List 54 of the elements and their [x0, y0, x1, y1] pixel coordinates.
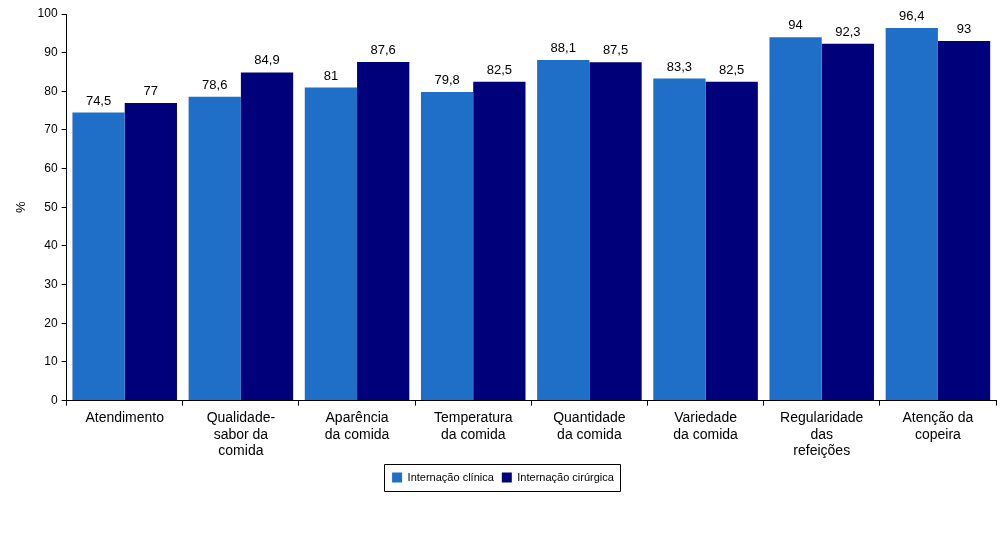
data-label: 79,8: [434, 72, 460, 88]
y-tick-label: 60: [44, 160, 58, 175]
x-tick-label: Atenção da copeira: [902, 408, 974, 442]
y-tick-label: 40: [44, 238, 58, 253]
bar: [885, 27, 938, 401]
y-tick-label: 30: [44, 276, 58, 291]
x-tick-label: Temperatura da comida: [433, 408, 513, 442]
data-label: 96,4: [899, 8, 925, 23]
bar: [304, 87, 358, 401]
y-tick-label: 80: [44, 83, 58, 98]
y-tick-label: 90: [44, 44, 58, 59]
data-label: 78,6: [202, 76, 228, 92]
data-label: 77: [143, 83, 159, 98]
bar: [537, 60, 590, 401]
bar: [653, 78, 706, 401]
y-tick-label: 10: [44, 354, 58, 369]
bar: [705, 81, 758, 401]
data-label: 74,5: [85, 92, 112, 108]
x-tick-label: Aparência da comida: [324, 408, 390, 442]
y-axis-title: %: [13, 201, 29, 214]
data-label: 94: [788, 17, 803, 33]
data-label: 82,5: [486, 61, 513, 77]
bar: [473, 81, 526, 401]
y-tick-label: 0: [50, 392, 58, 407]
x-tick-label: Variedade da comida: [673, 408, 739, 442]
data-label: 81: [323, 67, 339, 83]
bar: [937, 41, 991, 401]
bar: [124, 102, 177, 401]
bar: [821, 43, 875, 401]
bar: [357, 61, 410, 401]
bar: [72, 112, 125, 401]
y-tick-label: 100: [37, 6, 58, 21]
x-tick-label: Quantidade da comida: [553, 408, 626, 442]
data-label: 82,5: [719, 61, 745, 77]
data-label: 88,1: [550, 40, 576, 56]
data-label: 93: [956, 21, 972, 37]
bar: [240, 72, 294, 401]
x-tick-label: Qualidade-sabor da comida: [206, 408, 276, 459]
y-tick-label: 50: [44, 199, 58, 214]
data-label: 87,6: [370, 42, 396, 58]
data-label: 84,9: [254, 52, 280, 68]
legend-label: Internação cirúrgica: [517, 470, 615, 483]
bar: [769, 37, 822, 401]
legend-label: Internação clínica: [407, 470, 495, 483]
data-label: 87,5: [602, 42, 629, 58]
y-tick-label: 20: [44, 315, 58, 330]
x-tick-label: Atendimento: [85, 408, 165, 425]
bar: [420, 92, 474, 401]
bar: [589, 62, 642, 401]
data-label: 83,3: [666, 58, 693, 74]
bar: [188, 96, 241, 401]
y-tick-label: 70: [44, 122, 58, 137]
data-label: 92,3: [835, 23, 861, 39]
x-tick-label: Regularidade das refeições: [780, 408, 864, 459]
